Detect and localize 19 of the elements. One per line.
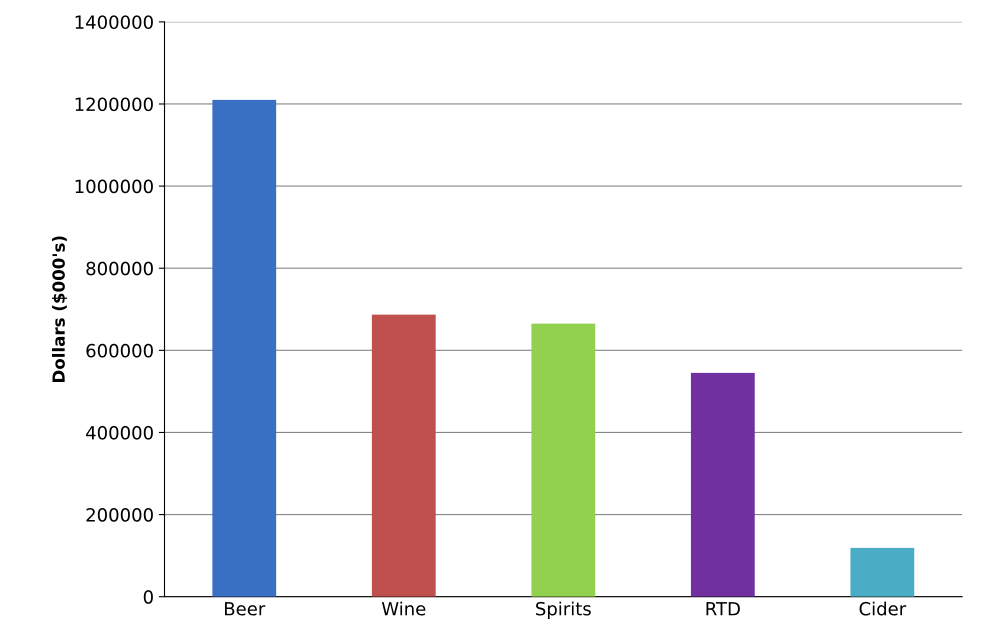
bar xyxy=(690,372,755,597)
y-tick-label: 600000 xyxy=(86,344,153,358)
y-tick-label: 1400000 xyxy=(76,15,153,29)
y-tick-label: 1200000 xyxy=(76,97,153,112)
y-tick-label: 1000000 xyxy=(76,180,153,194)
x-tick-label: Spirits xyxy=(536,602,591,620)
y-tick-label: 0 xyxy=(144,590,153,604)
x-tick-label: Cider xyxy=(860,602,906,616)
y-axis-title: Dollars ($000's) xyxy=(52,236,68,382)
y-tick-label: 200000 xyxy=(86,508,153,522)
bar xyxy=(212,100,276,597)
bar xyxy=(850,548,914,597)
x-tick-label: Wine xyxy=(382,602,426,616)
y-tick-label: 400000 xyxy=(86,426,153,440)
x-tick-label: Beer xyxy=(225,602,266,616)
bar xyxy=(531,324,596,597)
bar xyxy=(372,314,436,597)
x-tick-label: RTD xyxy=(706,602,740,616)
y-tick-label: 800000 xyxy=(86,262,153,276)
